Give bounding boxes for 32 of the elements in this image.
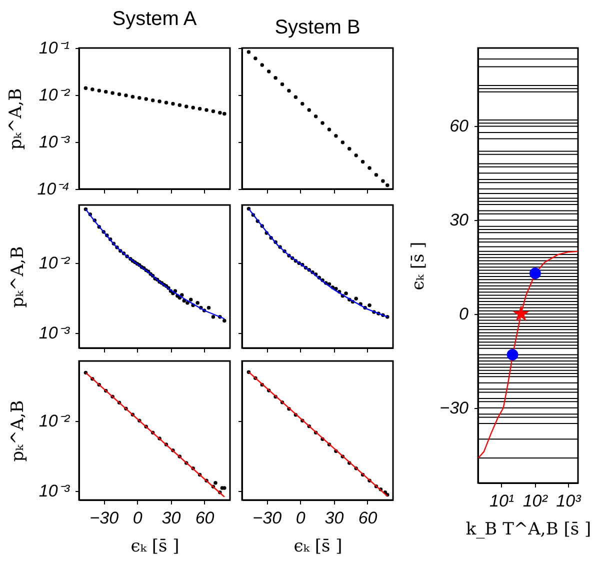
x-tick-label: 10¹ <box>490 492 514 510</box>
y-tick-label: 10⁻² <box>38 254 71 273</box>
y-tick-label: 60 <box>450 116 470 136</box>
y-tick-label: 10⁻³ <box>38 132 71 152</box>
x-tick-label: −30 <box>252 508 282 528</box>
x-tick-label: 10³ <box>556 492 582 510</box>
y-axis-title: pₖ^A,B <box>6 88 26 150</box>
x-axis-title: ϵₖ [s̄ ] <box>130 536 180 556</box>
y-axis-title: ϵₖ [s̄ ] <box>408 242 429 290</box>
y-tick-label: 10⁻² <box>38 86 71 104</box>
x-tick-label: 60 <box>195 508 215 528</box>
y-axis-title: pₖ^A,B <box>8 246 28 308</box>
x-axis-title: ϵₖ [s̄ ] <box>294 536 342 556</box>
y-axis-title: pₖ^A,B <box>8 400 28 462</box>
x-tick-label: 0 <box>296 508 306 528</box>
x-axis-title: k_B T^A,B [s̄ ] <box>466 520 592 540</box>
x-tick-label: 30 <box>324 508 344 528</box>
y-tick-label: −30 <box>440 398 470 418</box>
y-tick-label: 10⁻³ <box>38 481 71 500</box>
y-tick-label: 10⁻⁴ <box>37 180 70 198</box>
y-tick-label: 30 <box>450 210 470 230</box>
x-tick-label: −30 <box>90 508 120 528</box>
y-tick-label: 0 <box>459 304 470 324</box>
y-tick-label: 10⁻³ <box>38 324 71 343</box>
x-tick-label: 0 <box>132 508 143 528</box>
chart-title: System B <box>274 16 360 38</box>
x-tick-label: 60 <box>358 508 378 528</box>
chart-title: System A <box>112 8 198 30</box>
y-tick-label: 10⁻² <box>38 411 71 430</box>
x-tick-label: 10² <box>522 492 549 510</box>
x-tick-label: 30 <box>162 508 182 528</box>
y-tick-label: 10⁻¹ <box>38 38 70 58</box>
